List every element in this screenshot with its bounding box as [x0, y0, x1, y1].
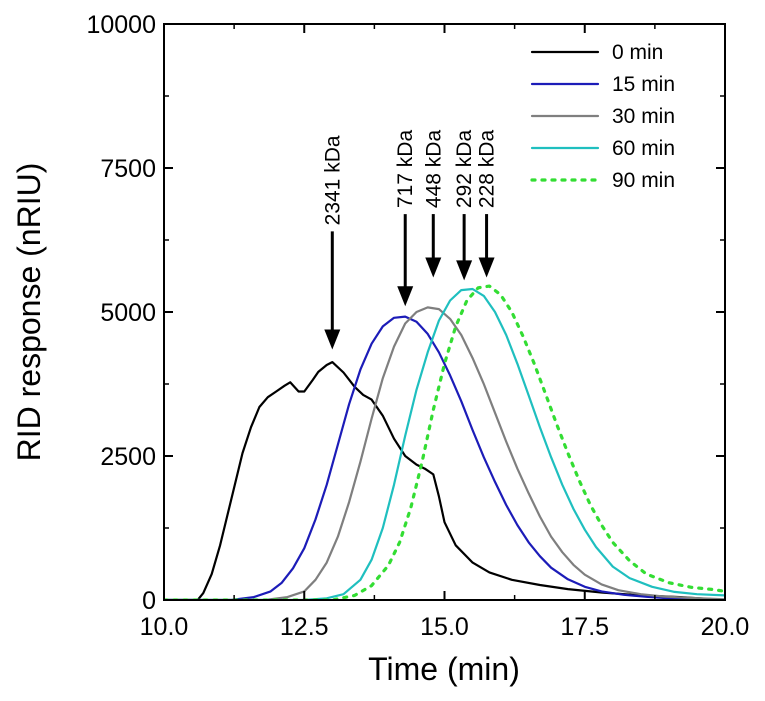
annotation-label-5: 228 kDa	[476, 130, 499, 209]
series-line-5	[164, 284, 725, 600]
tick-layer: 10.0 12.5 15.0 17.5 20.0 0 2500 5000 7500 10000	[86, 11, 749, 641]
y-tick-label: 2500	[100, 443, 156, 471]
y-tick-label: 7500	[100, 155, 156, 183]
annotation-label-3: 448 kDa	[422, 130, 445, 209]
series-line-1	[164, 361, 725, 600]
legend-label-3: 30 min	[612, 105, 675, 128]
annotation-arrow-head	[456, 260, 473, 281]
x-axis-label: Time (min)	[368, 651, 520, 687]
legend-label-1: 0 min	[612, 41, 663, 64]
x-tick-label: 20.0	[701, 613, 750, 641]
x-tick-label: 12.5	[280, 613, 329, 641]
y-tick-label: 5000	[100, 299, 156, 327]
annotation-label-2: 717 kDa	[394, 130, 417, 209]
annotation-label-4: 292 kDa	[453, 130, 476, 209]
series-line-2	[164, 315, 725, 600]
annotation-arrow-head	[478, 257, 495, 278]
annotation-arrow-head	[425, 257, 442, 278]
y-axis-label: RID response (nRIU)	[11, 163, 47, 462]
x-tick-label: 10.0	[140, 613, 189, 641]
legend: 0 min 15 min 30 min 60 min 90 min	[530, 41, 675, 192]
series-layer	[164, 284, 725, 600]
x-tick-label: 15.0	[420, 613, 469, 641]
series-line-4	[164, 287, 725, 600]
legend-label-5: 90 min	[612, 169, 675, 192]
annotation-label-1: 2341 kDa	[321, 135, 344, 225]
legend-label-4: 60 min	[612, 137, 675, 160]
y-tick-label: 10000	[86, 11, 156, 39]
annotation-arrow-head	[324, 329, 341, 350]
x-tick-label: 17.5	[560, 613, 609, 641]
legend-label-2: 15 min	[612, 73, 675, 96]
y-tick-label: 0	[142, 587, 156, 615]
annotation-arrow-head	[397, 286, 414, 307]
series-line-3	[164, 306, 725, 600]
annotation-layer: 2341 kDa 717 kDa 448 kDa 292 kDa 228 kDa	[321, 130, 499, 350]
